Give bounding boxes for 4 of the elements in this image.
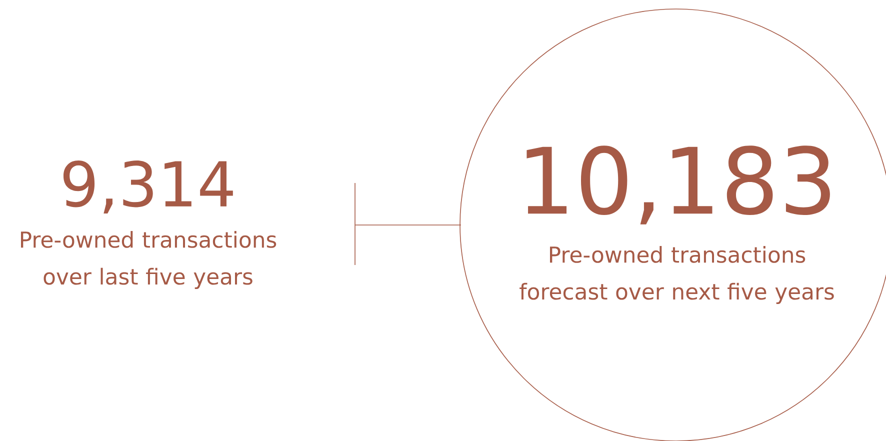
data-label: 10,183 bbox=[526, 146, 830, 224]
data-label: 9,314 bbox=[63, 160, 233, 214]
category-label: Pre-owned transactions forecast over next five years bbox=[520, 246, 834, 304]
category-label: Pre-owned transactions over last five years bbox=[20, 230, 276, 290]
